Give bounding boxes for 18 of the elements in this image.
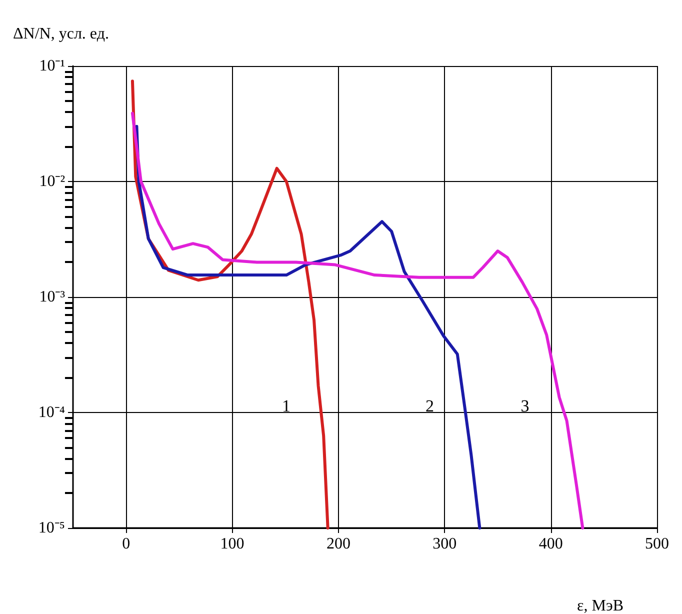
y-tick-label: 10⁻¹	[39, 58, 66, 74]
line-series	[135, 124, 482, 530]
x-tick-label: 500	[645, 536, 669, 552]
series-label: 1	[282, 396, 291, 416]
y-axis-title: ΔN/N, усл. ед.	[13, 26, 109, 42]
series-label: 2	[426, 396, 434, 416]
y-tick-label: 10⁻³	[39, 288, 66, 306]
y-tick-label: 10⁻⁴	[38, 404, 66, 421]
x-tick-label: 100	[220, 536, 244, 552]
x-axis-title: ε, МэВ	[577, 598, 624, 614]
line-series	[130, 112, 584, 530]
series-label: 3	[520, 396, 530, 416]
x-tick-label: 300	[432, 536, 457, 552]
x-tick-label: 200	[326, 536, 350, 552]
x-tick-label: 0	[122, 536, 130, 552]
y-tick-label: 10⁻²	[39, 173, 66, 190]
x-tick-label: 400	[538, 536, 563, 552]
y-tick-label: 10⁻⁵	[38, 520, 65, 536]
